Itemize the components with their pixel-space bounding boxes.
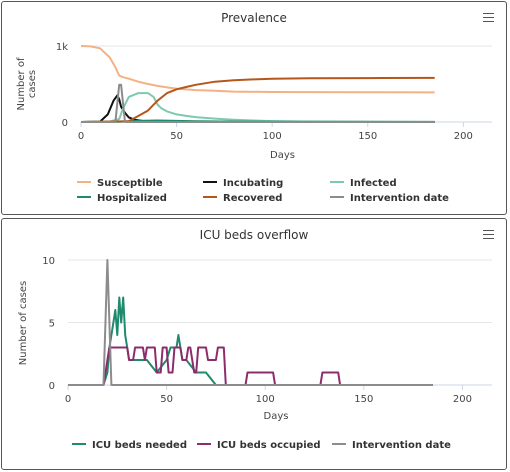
hamburger-menu-icon[interactable]	[483, 230, 494, 239]
icu-beds-chart-panel: ICU beds overflow 0 5 10 0 50 100 150 200 Days Nu…	[1, 218, 507, 470]
x-tick-label: 0	[78, 131, 84, 142]
hamburger-menu-icon[interactable]	[483, 13, 494, 22]
x-axis-title: Days	[270, 150, 295, 161]
prevalence-chart: 0 1k 0 50 100 150 200 Days Number ofcases Suscept…	[16, 42, 492, 204]
x-tick-label: 0	[65, 394, 71, 405]
intervention-date-line	[68, 259, 433, 386]
y-tick-label: 10	[42, 256, 55, 267]
legend-item[interactable]: ICU beds needed	[72, 440, 187, 451]
prevalence-chart-panel: Prevalence 0 1k 0 50 100 150 200 Days Number ofc…	[1, 1, 507, 215]
intervention-date-line	[81, 83, 435, 123]
legend-label: Hospitalized	[97, 193, 167, 204]
icu-beds-occupied-line	[68, 346, 433, 386]
legend-item[interactable]: Intervention date	[330, 193, 449, 204]
legend-item[interactable]: Hospitalized	[77, 193, 167, 204]
legend-label: Intervention date	[350, 193, 449, 204]
legend-item[interactable]: Incubating	[203, 178, 283, 189]
chart-title: Prevalence	[221, 11, 287, 25]
y-tick-label: 0	[49, 381, 55, 392]
legend-label: Intervention date	[352, 440, 451, 451]
x-tick-label: 50	[160, 394, 173, 405]
x-tick-label: 150	[358, 131, 377, 142]
legend-item[interactable]: Infected	[330, 178, 397, 189]
y-axis-title: Number of cases	[18, 281, 29, 365]
x-tick-label: 50	[170, 131, 183, 142]
legend-label: Recovered	[223, 193, 282, 204]
legend-label: Incubating	[223, 178, 283, 189]
legend-label: Susceptible	[97, 178, 163, 189]
legend-item[interactable]: ICU beds occupied	[197, 440, 321, 451]
x-tick-label: 200	[453, 394, 472, 405]
legend-label: Infected	[350, 178, 397, 189]
x-tick-label: 100	[263, 131, 282, 142]
legend-label: ICU beds occupied	[217, 440, 321, 451]
susceptible-line	[80, 45, 435, 94]
recovered-line	[80, 76, 435, 123]
y-tick-label: 1k	[56, 42, 68, 53]
x-axis-title: Days	[264, 411, 289, 422]
chart-title: ICU beds overflow	[199, 228, 309, 242]
y-tick-label: 5	[49, 319, 55, 330]
x-tick-label: 100	[256, 394, 275, 405]
y-tick-label: 0	[62, 118, 68, 129]
x-tick-label: 200	[454, 131, 473, 142]
y-axis-title: Number ofcases	[16, 57, 38, 110]
x-tick-label: 150	[354, 394, 373, 405]
legend-item[interactable]: Recovered	[203, 193, 282, 204]
legend-label: ICU beds needed	[92, 440, 187, 451]
legend-item[interactable]: Susceptible	[77, 178, 163, 189]
legend-item[interactable]: Intervention date	[332, 440, 451, 451]
